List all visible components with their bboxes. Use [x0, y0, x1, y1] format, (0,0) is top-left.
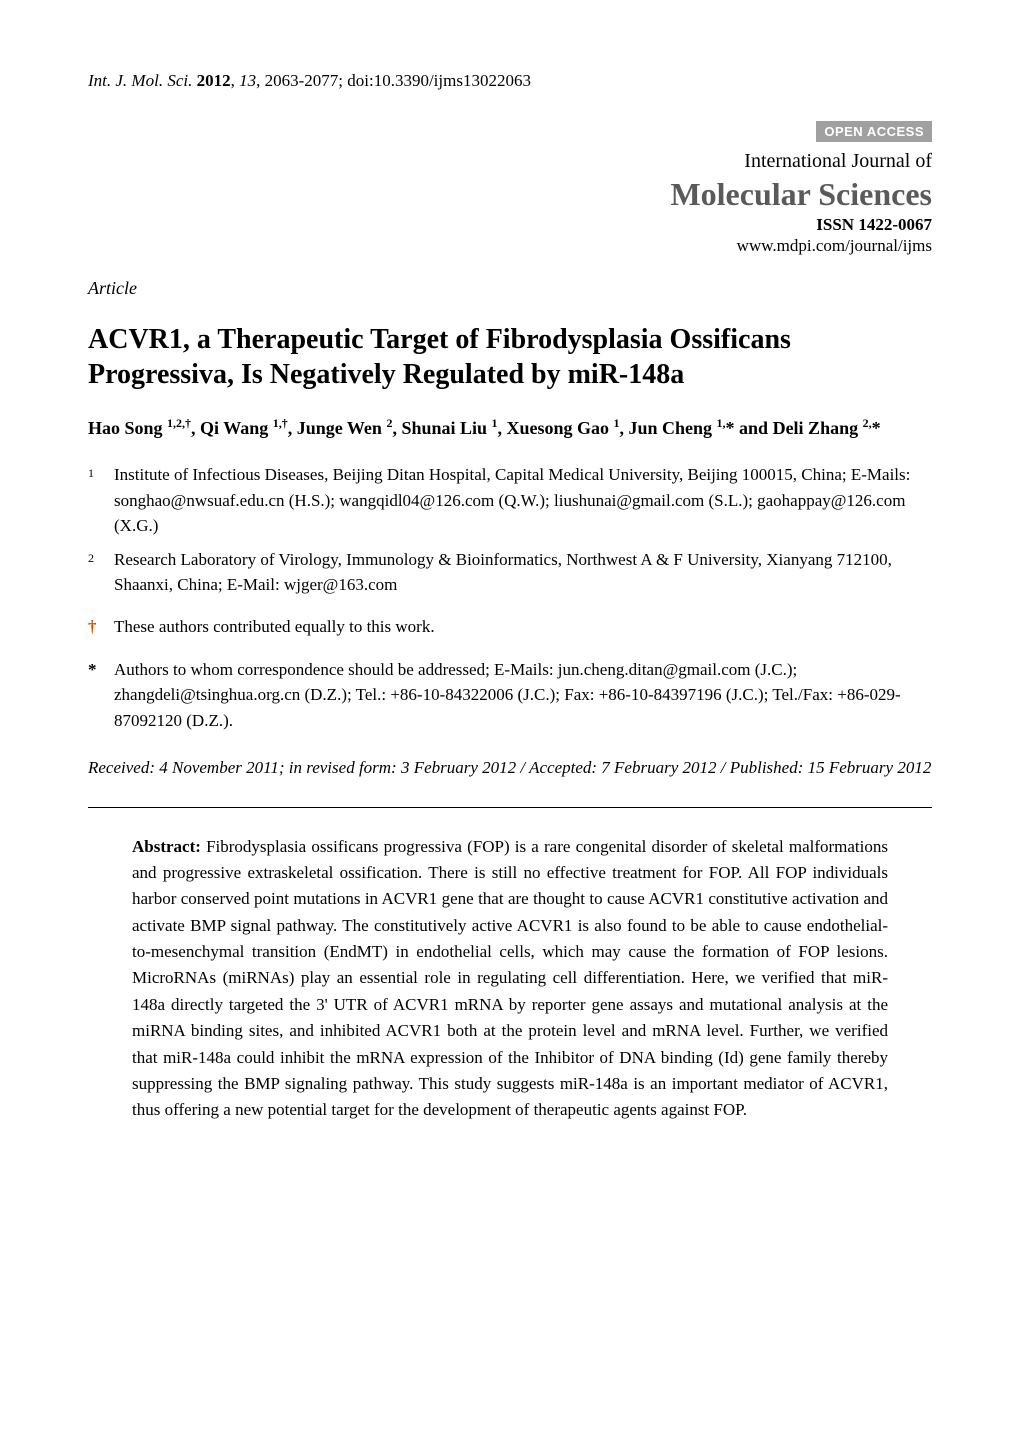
equal-contribution-text: These authors contributed equally to thi…: [114, 616, 435, 639]
abstract-text: Fibrodysplasia ossificans progressiva (F…: [132, 837, 888, 1119]
abstract-block: Abstract: Fibrodysplasia ossificans prog…: [132, 834, 888, 1124]
divider: [88, 807, 932, 808]
affiliation-text: Research Laboratory of Virology, Immunol…: [114, 547, 932, 598]
equal-contribution-note: † These authors contributed equally to t…: [88, 616, 932, 639]
correspondence-text: Authors to whom correspondence should be…: [114, 657, 932, 734]
affiliation-number: 1: [88, 462, 114, 539]
journal-issn: ISSN 1422-0067: [88, 214, 932, 235]
affiliation-number: 2: [88, 547, 114, 598]
journal-abbrev: Int. J. Mol. Sci.: [88, 71, 192, 90]
correspondence-note: * Authors to whom correspondence should …: [88, 657, 932, 734]
journal-name-line2: Molecular Sciences: [88, 174, 932, 214]
journal-name-line1: International Journal of: [88, 149, 932, 174]
doi: doi:10.3390/ijms13022063: [347, 71, 531, 90]
journal-url: www.mdpi.com/journal/ijms: [88, 235, 932, 256]
article-type-label: Article: [88, 276, 932, 300]
pages: 2063-2077: [265, 71, 339, 90]
affiliation-item: 2 Research Laboratory of Virology, Immun…: [88, 547, 932, 598]
affiliation-text: Institute of Infectious Diseases, Beijin…: [114, 462, 932, 539]
journal-masthead: International Journal of Molecular Scien…: [88, 149, 932, 257]
dagger-icon: †: [88, 616, 114, 639]
affiliation-list: 1 Institute of Infectious Diseases, Beij…: [88, 462, 932, 598]
open-access-badge: OPEN ACCESS: [816, 121, 932, 143]
pub-year: 2012: [197, 71, 231, 90]
asterisk-icon: *: [88, 657, 114, 734]
author-list: Hao Song 1,2,†, Qi Wang 1,†, Junge Wen 2…: [88, 414, 932, 442]
volume: 13: [239, 71, 256, 90]
article-dates: Received: 4 November 2011; in revised fo…: [88, 755, 932, 781]
running-header: Int. J. Mol. Sci. 2012, 13, 2063-2077; d…: [88, 70, 932, 93]
affiliation-item: 1 Institute of Infectious Diseases, Beij…: [88, 462, 932, 539]
abstract-label: Abstract:: [132, 837, 201, 856]
article-title: ACVR1, a Therapeutic Target of Fibrodysp…: [88, 322, 932, 392]
open-access-block: OPEN ACCESS: [88, 121, 932, 143]
